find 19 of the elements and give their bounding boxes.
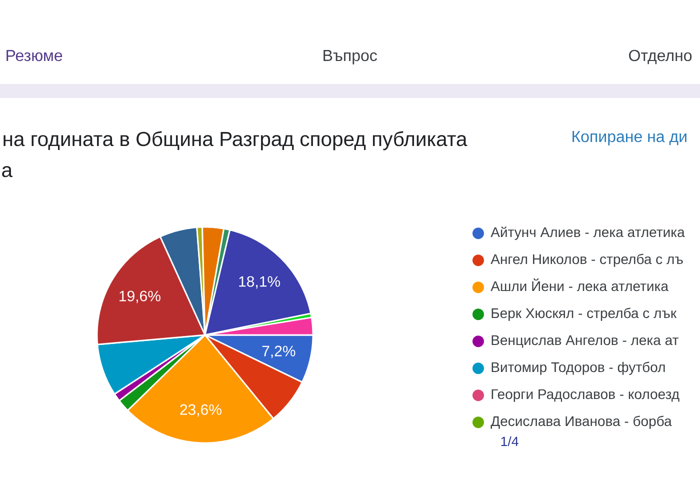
chart-title: на годината в Община Разград според публиката (4, 131, 468, 150)
legend-label: Берк Хюскял - стрелба с лък (492, 308, 677, 321)
data-label: 19,6% (120, 290, 160, 304)
legend-label: Ашли Йени - лека атлетика (490, 278, 668, 292)
chart-subtitle: а (2, 166, 13, 178)
text: Резюме (6, 50, 62, 62)
legend-label: Георги Радославов - колоезд (492, 389, 680, 402)
legend-label: Десислава Иванова - борба (490, 416, 672, 429)
text: Въпрос (324, 50, 377, 64)
legend-label: Витомир Тодоров - футбол (492, 362, 665, 375)
text: 1/4 (501, 436, 518, 446)
legend-label: Венцислав Ангелов - лека ат (492, 335, 678, 348)
text: Отделно (629, 50, 692, 64)
data-label: 23,6% (180, 404, 222, 417)
legend-label: Айтунч Алиев - лека атлетика (490, 226, 685, 240)
data-label: 7,2% (262, 346, 296, 358)
text: Копиране на ди (572, 131, 686, 146)
data-label: 18,1% (239, 276, 280, 289)
legend-label: Ангел Николов - стрелба с лъ (490, 254, 683, 267)
